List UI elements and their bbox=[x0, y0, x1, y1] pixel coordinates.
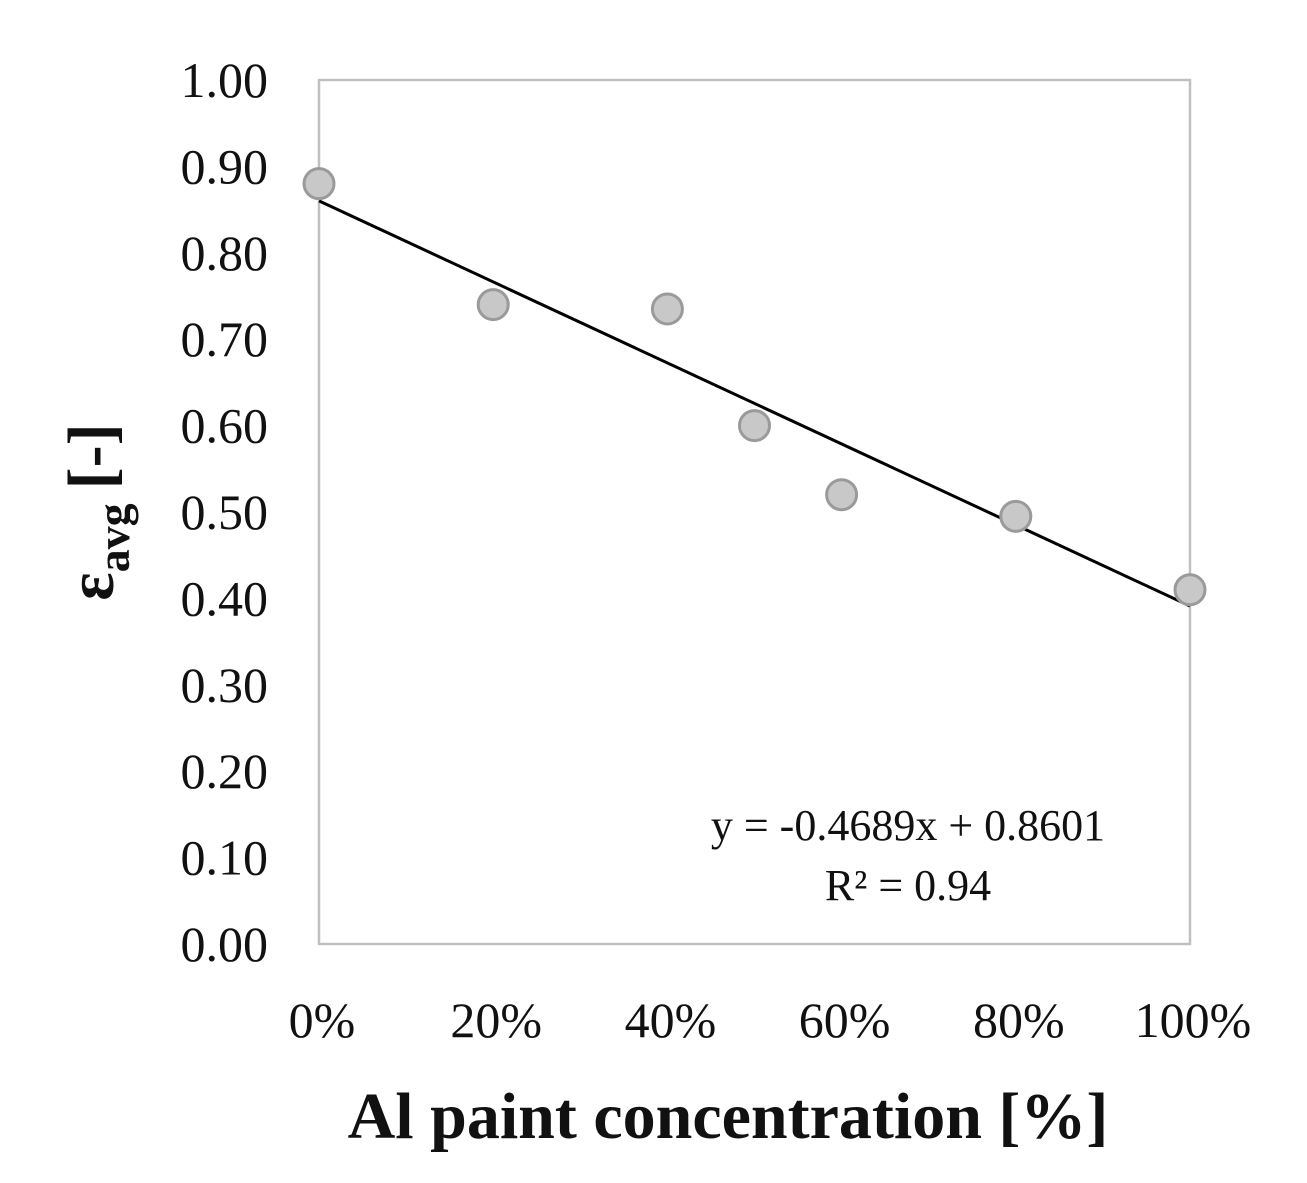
y-axis-title: εavg [-] bbox=[55, 423, 139, 600]
x-tick-label: 0% bbox=[289, 992, 356, 1048]
y-tick-label: 0.20 bbox=[181, 743, 269, 799]
y-tick-label: 0.60 bbox=[181, 398, 269, 454]
data-point bbox=[999, 499, 1033, 533]
trendline bbox=[318, 199, 1191, 608]
data-point bbox=[650, 292, 684, 326]
x-axis-ticks: 0% 20% 40% 60% 80% 100% bbox=[289, 992, 1252, 1048]
y-tick-label: 0.90 bbox=[181, 138, 269, 194]
y-axis-symbol: ε bbox=[55, 572, 128, 600]
x-tick-label: 60% bbox=[799, 992, 891, 1048]
y-tick-label: 1.00 bbox=[181, 52, 269, 108]
plot-area-border bbox=[317, 78, 1192, 946]
y-tick-label: 0.70 bbox=[181, 311, 269, 367]
data-point bbox=[1173, 573, 1207, 607]
x-tick-label: 40% bbox=[625, 992, 717, 1048]
data-point bbox=[476, 288, 510, 322]
y-axis-ticks: 0.00 0.10 0.20 0.30 0.40 0.50 0.60 0.70 0.80 0.90… bbox=[181, 52, 269, 972]
x-tick-label: 20% bbox=[450, 992, 542, 1048]
trendline-equation: y = -0.4689x + 0.8601 bbox=[711, 801, 1105, 850]
y-axis-subscript: avg bbox=[88, 503, 139, 572]
y-tick-label: 0.00 bbox=[181, 916, 269, 972]
r-squared-label: R² = 0.94 bbox=[825, 861, 991, 910]
data-point bbox=[302, 167, 336, 201]
y-tick-label: 0.30 bbox=[181, 657, 269, 713]
y-tick-label: 0.50 bbox=[181, 484, 269, 540]
x-tick-label: 80% bbox=[973, 992, 1065, 1048]
y-tick-label: 0.10 bbox=[181, 830, 269, 886]
x-tick-label: 100% bbox=[1135, 992, 1252, 1048]
y-axis-unit: [-] bbox=[55, 423, 128, 489]
y-tick-label: 0.40 bbox=[181, 570, 269, 626]
data-point bbox=[738, 409, 771, 443]
data-points bbox=[302, 167, 1207, 607]
y-tick-label: 0.80 bbox=[181, 225, 269, 281]
data-point bbox=[825, 478, 859, 512]
x-axis-title: Al paint concentration [%] bbox=[348, 1080, 1109, 1153]
